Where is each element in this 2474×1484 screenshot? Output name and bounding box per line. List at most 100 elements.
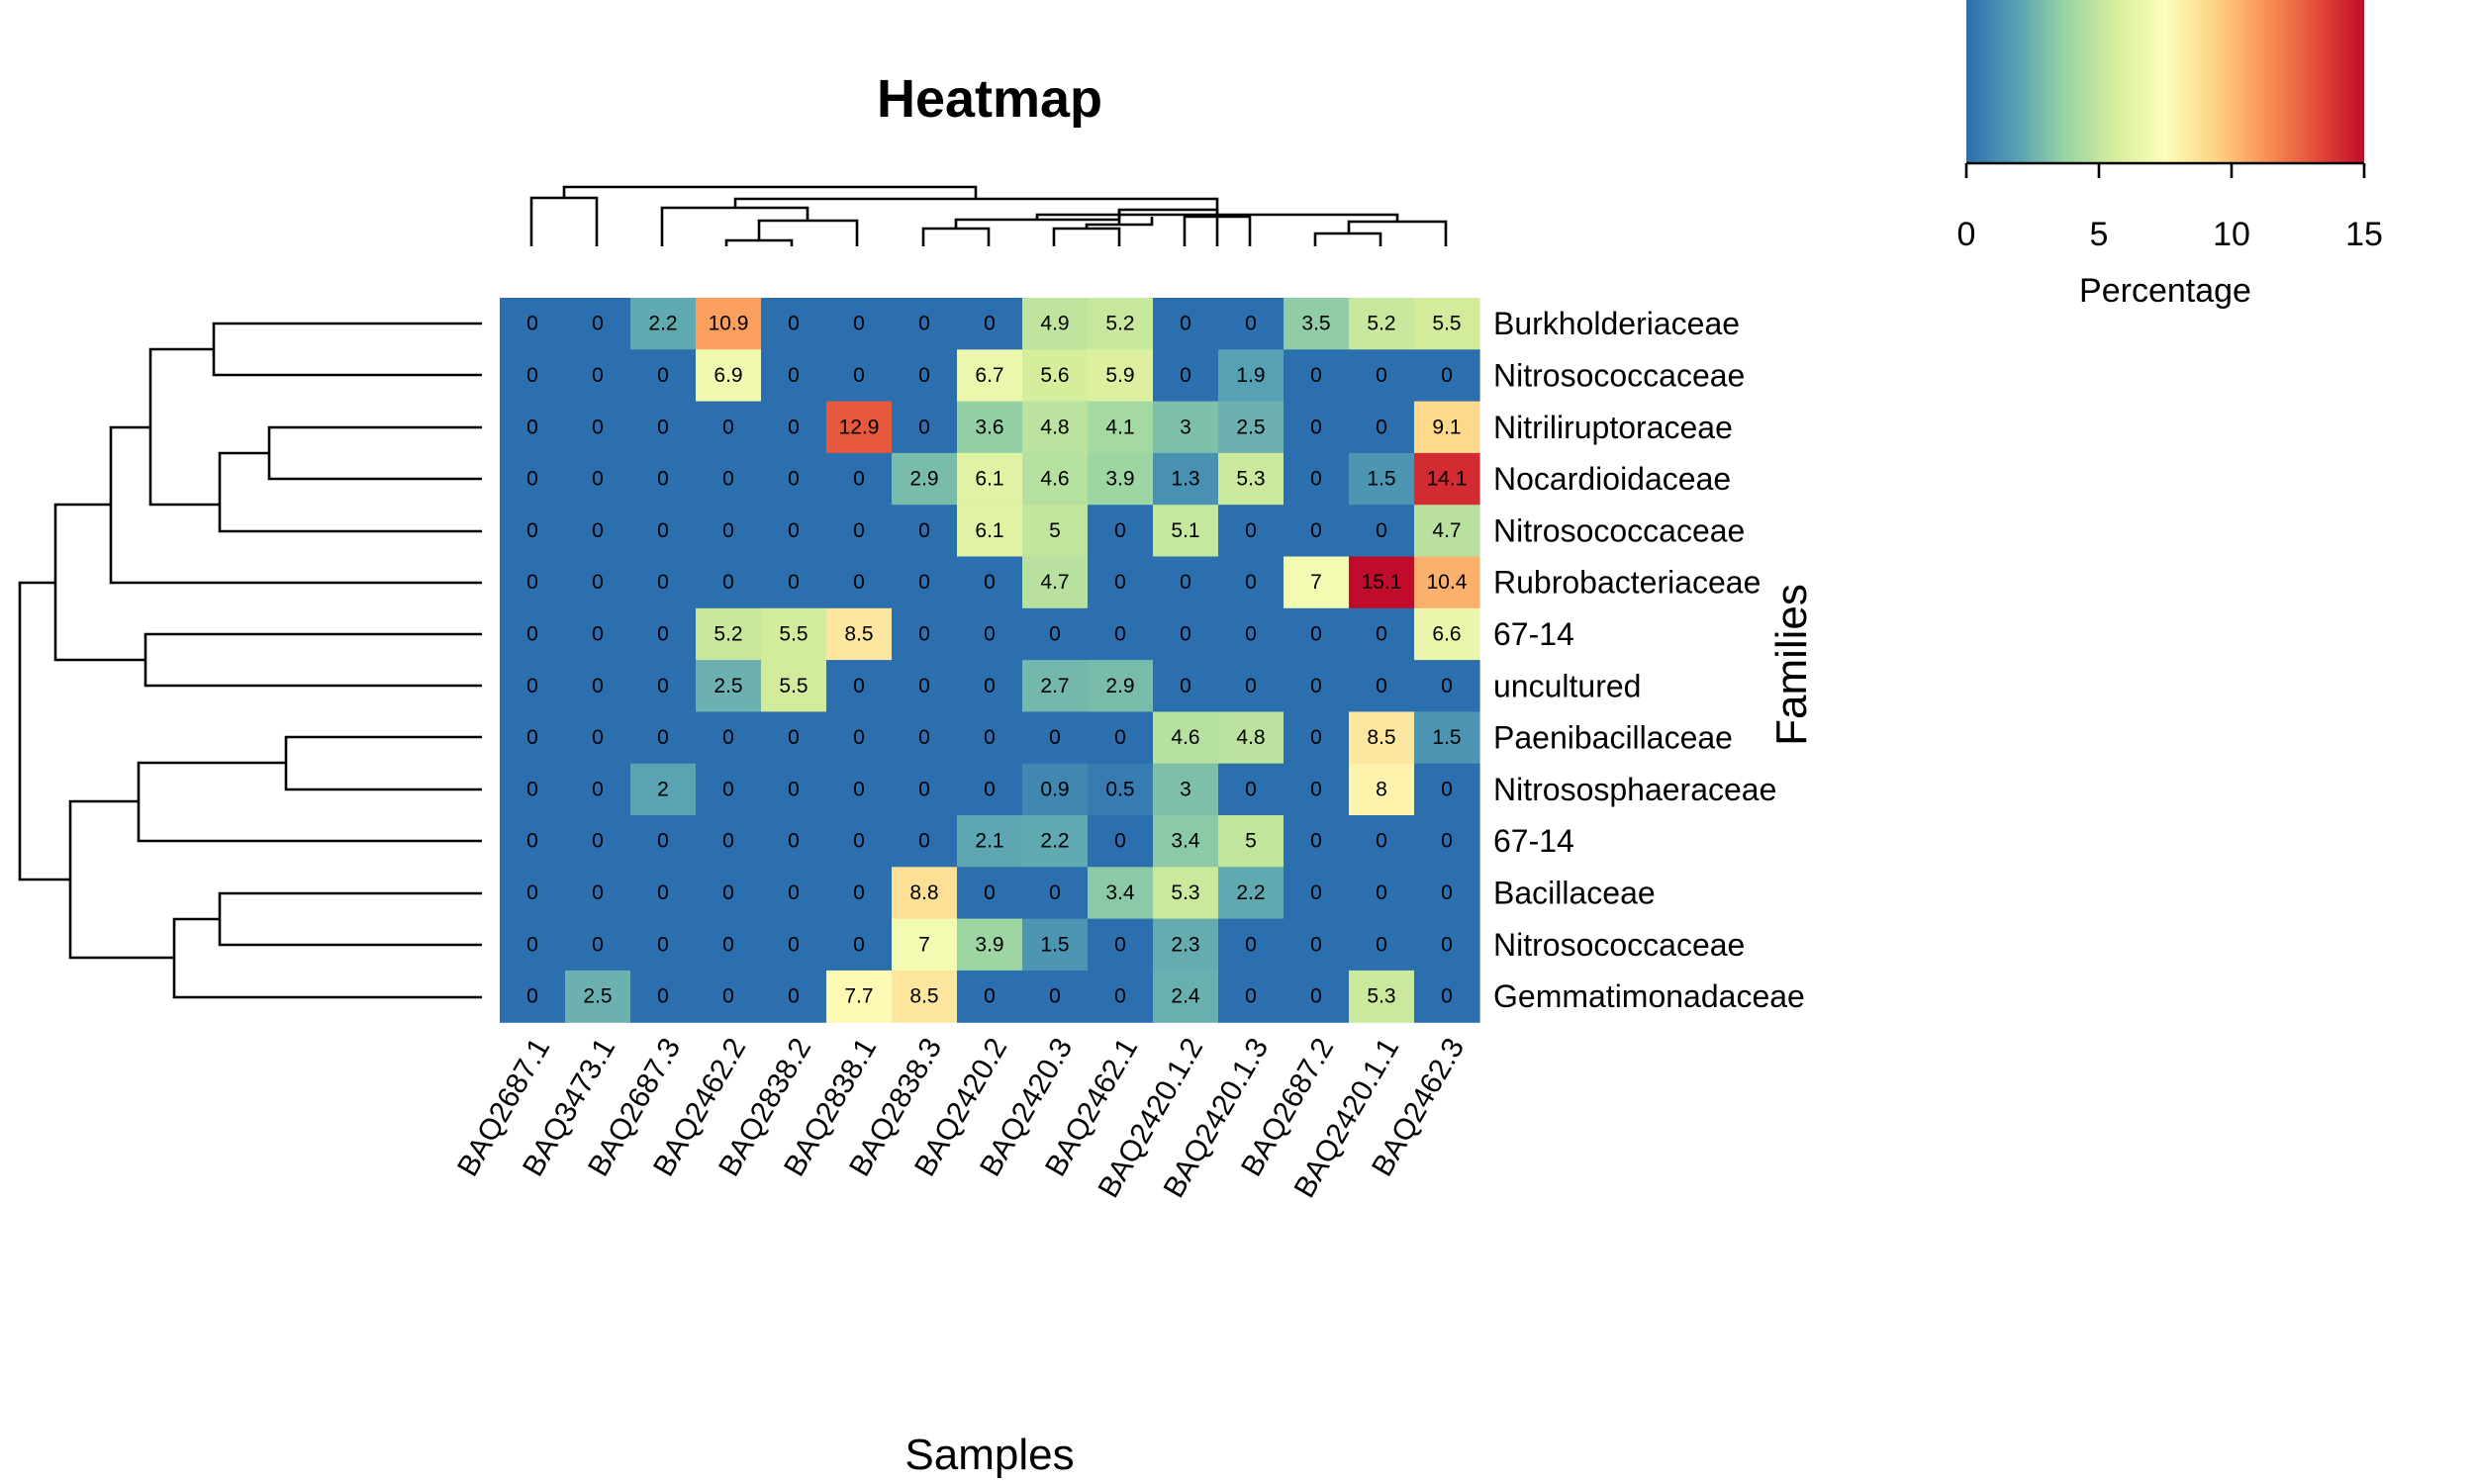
heatmap-cell [826, 298, 893, 350]
heatmap-cell [892, 556, 958, 609]
cell-value-label: 5.5 [1432, 313, 1461, 335]
heatmap-cell [696, 918, 762, 972]
cell-value-label: 0 [984, 622, 996, 645]
cell-value-label: 4.1 [1105, 416, 1134, 438]
cell-value-label: 0 [722, 933, 734, 956]
cell-value-label: 0 [918, 778, 930, 800]
cell-value-label: 0 [788, 313, 800, 335]
cell-value-label: 0 [1441, 985, 1453, 1008]
heatmap-cell [630, 401, 697, 454]
cell-value-label: 0 [657, 675, 669, 697]
cell-value-label: 0 [1180, 313, 1191, 335]
cell-value-label: 0 [853, 468, 865, 491]
heatmap-cell [1414, 298, 1480, 350]
column-dendrogram [529, 185, 1448, 246]
heatmap-cell [500, 556, 566, 609]
heatmap-cell [826, 711, 893, 765]
x-axis-title: Samples [904, 1431, 1074, 1479]
dendrogram-branch [1313, 232, 1382, 246]
cell-value-label: 0 [1245, 519, 1257, 542]
cell-value-label: 0 [1114, 571, 1126, 594]
cell-value-label: 15.1 [1362, 571, 1402, 594]
color-key-title: Percentage [2079, 272, 2251, 310]
cell-value-label: 0 [1376, 881, 1387, 904]
heatmap-cell [1088, 711, 1154, 765]
cell-value-label: 0 [1376, 364, 1387, 387]
heatmap-cell [630, 763, 697, 816]
cell-value-label: 2.5 [1236, 416, 1265, 438]
heatmap-cell [1153, 298, 1219, 350]
heatmap-cell [696, 867, 762, 920]
heatmap-cell [1218, 298, 1285, 350]
cell-value-label: 0 [722, 778, 734, 800]
dendrogram-branch [212, 322, 482, 377]
dendrogram-branch [143, 632, 482, 688]
heatmap-cell [696, 711, 762, 765]
heatmap-cell [892, 711, 958, 765]
cell-value-label: 0 [853, 830, 865, 853]
cell-value-label: 0 [984, 675, 996, 697]
cell-value-label: 0 [788, 830, 800, 853]
cell-value-label: 0 [1245, 313, 1257, 335]
heatmap-cell [1414, 763, 1480, 816]
row-label: Nitrosococcaceae [1493, 357, 1745, 393]
heatmap-cell [1022, 556, 1089, 609]
heatmap-cell [1218, 918, 1285, 972]
cell-value-label: 5 [1245, 830, 1257, 853]
heatmap-cell [696, 556, 762, 609]
cell-value-label: 0 [592, 571, 604, 594]
row-label: Nitrosococcaceae [1493, 512, 1745, 548]
cell-value-label: 0 [657, 985, 669, 1008]
cell-value-label: 0 [1441, 830, 1453, 853]
heatmap-cell [1284, 918, 1350, 972]
cell-value-label: 0 [1180, 364, 1191, 387]
heatmap-cell [761, 815, 827, 868]
heatmap-cell [892, 815, 958, 868]
row-label: Gemmatimonadaceae [1493, 978, 1805, 1014]
heatmap-cell [500, 298, 566, 350]
cell-value-label: 6.9 [714, 364, 742, 387]
cell-value-label: 0 [592, 622, 604, 645]
heatmap-cell [630, 298, 697, 350]
heatmap-cell [892, 349, 958, 403]
heatmap-cell [565, 660, 631, 712]
heatmap-cell [892, 918, 958, 972]
heatmap-cell [1284, 505, 1350, 558]
heatmap-cell [761, 401, 827, 454]
heatmap-cell [1088, 349, 1154, 403]
heatmap-cell [761, 505, 827, 558]
cell-value-label: 0 [1180, 622, 1191, 645]
cell-value-label: 5.3 [1236, 468, 1265, 491]
cell-value-label: 0 [1310, 778, 1322, 800]
heatmap-cell [1153, 401, 1219, 454]
heatmap-cell [761, 763, 827, 816]
heatmap-cell [826, 763, 893, 816]
cell-value-label: 0 [918, 830, 930, 853]
cell-value-label: 0 [1310, 519, 1322, 542]
cell-value-label: 0 [1114, 985, 1126, 1008]
heatmap-cell [1153, 815, 1219, 868]
heatmap-cell [1414, 815, 1480, 868]
cell-value-label: 0 [657, 571, 669, 594]
cell-value-label: 0 [657, 622, 669, 645]
heatmap-cell [1218, 556, 1285, 609]
row-label: Nitrososphaeraceae [1493, 772, 1776, 807]
cell-value-label: 0 [788, 364, 800, 387]
cell-value-label: 0 [1441, 881, 1453, 904]
cell-value-label: 0 [1310, 468, 1322, 491]
heatmap-cell [630, 918, 697, 972]
heatmap-cell [761, 918, 827, 972]
heatmap-cell [1414, 660, 1480, 712]
cell-value-label: 3.5 [1301, 313, 1330, 335]
row-label: Nitrosococcaceae [1493, 927, 1745, 963]
heatmap-cell [1022, 505, 1089, 558]
cell-value-label: 0 [853, 778, 865, 800]
cell-value-label: 0 [526, 571, 538, 594]
cell-value-label: 0 [526, 416, 538, 438]
cell-value-label: 0 [1114, 726, 1126, 749]
heatmap-cell [1153, 711, 1219, 765]
cell-value-label: 0 [592, 726, 604, 749]
cell-value-label: 3.4 [1105, 881, 1135, 904]
heatmap-cell [696, 298, 762, 350]
cell-value-label: 0 [1245, 933, 1257, 956]
